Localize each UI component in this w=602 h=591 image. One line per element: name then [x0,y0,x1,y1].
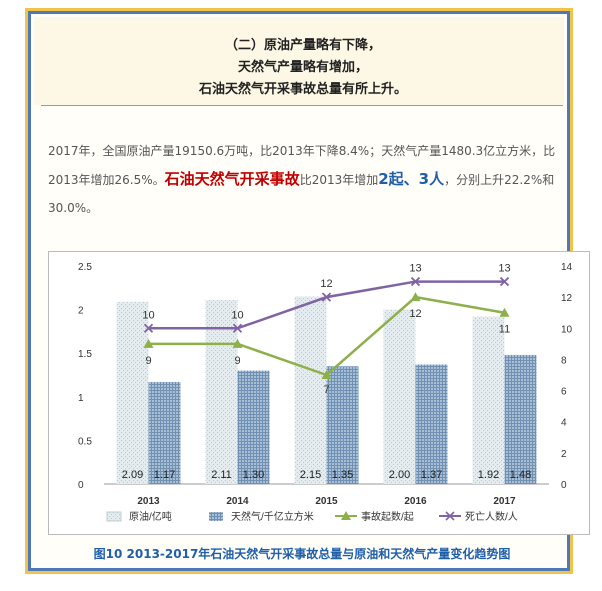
paragraph-text-2: 比2013年增加 [299,173,379,187]
bar-oil [383,309,416,484]
y-left-tick-label: 1.5 [78,349,92,360]
point-accidents [499,307,510,317]
y-left-tick-label: 0.5 [78,436,92,447]
bar-gas [504,354,537,484]
point-accidents [232,338,243,348]
bar-oil-value-label: 2.15 [300,469,321,481]
chart-caption: 图10 2013-2017年石油天然气开采事故总量与原油和天然气产量变化趋势图 [93,547,511,561]
accidents-value-label: 11 [499,324,510,336]
y-right-tick-label: 4 [561,418,567,429]
bar-oil-value-label: 2.09 [122,469,143,481]
y-right-tick-label: 10 [561,324,573,335]
legend-label: 死亡人数/人 [465,510,518,523]
content-frame: （二）原油产量略有下降， 天然气产量略有增加， 石油天然气开采事故总量有所上升。… [25,8,590,574]
bar-gas-value-label: 1.35 [332,469,353,481]
x-tick-label: 2016 [404,496,427,507]
point-accidents [321,370,332,379]
y-left-tick-label: 0 [78,480,84,491]
point-accidents [410,292,421,302]
bar-gas [326,366,359,484]
bar-oil-value-label: 1.92 [478,469,499,481]
point-accidents [143,338,154,348]
bar-oil-value-label: 2.00 [389,469,410,481]
legend-label: 天然气/千亿立方米 [231,510,314,523]
point-deaths [143,323,154,333]
paragraph-highlight-increase: 2起、3人 [378,170,445,188]
x-tick-label: 2015 [315,496,338,507]
y-right-tick-label: 12 [561,293,573,304]
y-left-tick-label: 2.5 [78,262,92,273]
bar-gas-value-label: 1.30 [243,469,264,481]
heading-band [34,17,564,105]
x-tick-label: 2013 [137,496,160,507]
y-left-tick-label: 1 [78,393,84,404]
point-deaths [410,276,421,287]
bar-oil [294,296,327,484]
accidents-value-label: 12 [409,308,421,320]
point-deaths [321,292,332,302]
paragraph-text-1: 2017年，全国原油产量19150.6万吨，比2013年下降8.4%；天然气产量… [48,144,556,187]
legend-marker-deaths [445,511,455,521]
y-right-tick-label: 0 [561,480,567,491]
point-deaths [232,323,243,333]
y-right-tick-label: 14 [561,262,573,273]
deaths-value-label: 10 [231,309,243,321]
bar-gas [415,364,448,484]
x-tick-label: 2014 [226,496,249,507]
accidents-value-label: 7 [323,384,329,396]
deaths-value-label: 12 [320,278,332,290]
summary-paragraph: 2017年，全国原油产量19150.6万吨，比2013年下降8.4%；天然气产量… [48,137,568,222]
paragraph-text-3: ，分别上升22.2%和30.0%。 [48,173,555,215]
accidents-value-label: 9 [145,355,151,367]
point-deaths [499,276,510,287]
bar-oil [205,300,238,484]
legend-swatch-oil [106,511,122,522]
accidents-value-label: 9 [234,355,240,367]
heading-line-1: （二）原油产量略有下降， [224,38,381,53]
trend-chart: 0 0.5 1 1.5 2 2.5 0 2 4 6 8 10 12 14 2013 2014 2015 2016 2… [78,262,573,523]
bar-gas-value-label: 1.37 [421,469,442,481]
bar-gas-value-label: 1.48 [510,469,531,481]
section-heading: （二）原油产量略有下降， 天然气产量略有增加， 石油天然气开采事故总量有所上升。 [58,35,548,101]
legend-label: 原油/亿吨 [129,510,172,523]
paragraph-highlight-accidents: 石油天然气开采事故 [164,170,300,188]
bar-gas-value-label: 1.17 [154,469,175,481]
bar-gas [237,370,270,484]
heading-divider [41,105,563,106]
deaths-value-label: 10 [142,309,154,321]
deaths-value-label: 13 [498,263,510,275]
x-tick-label: 2017 [493,496,516,507]
legend-label: 事故起数/起 [361,510,414,523]
legend-marker-accidents [341,511,351,520]
heading-line-3: 石油天然气开采事故总量有所上升。 [198,82,407,97]
legend-swatch-gas [209,512,223,521]
y-left-tick-label: 2 [78,306,84,317]
bar-oil [116,301,149,484]
y-right-tick-label: 2 [561,449,567,460]
bar-oil [472,316,505,484]
deaths-value-label: 13 [409,263,421,275]
bar-oil-value-label: 2.11 [211,469,232,481]
chart-container: 0 0.5 1 1.5 2 2.5 0 2 4 6 8 10 12 14 2013 2014 2015 2016 2… [48,251,590,535]
y-right-tick-label: 6 [561,387,567,398]
bar-gas [148,381,181,484]
heading-line-2: 天然气产量略有增加， [237,60,368,75]
y-right-tick-label: 8 [561,355,567,366]
